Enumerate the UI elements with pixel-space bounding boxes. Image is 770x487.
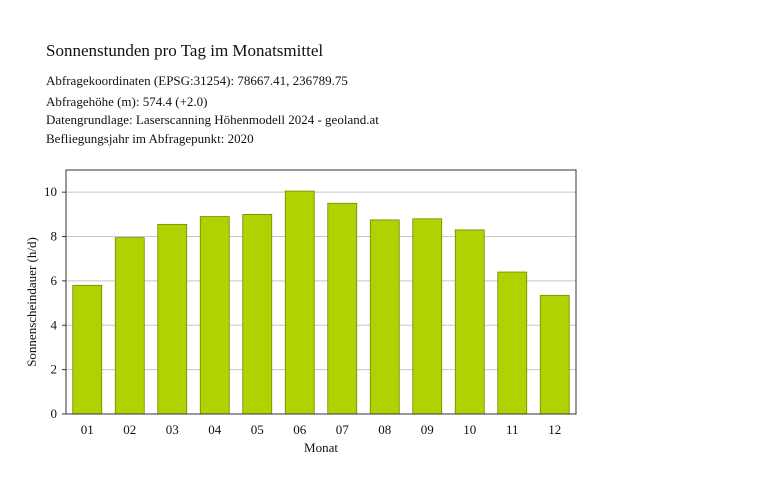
bar-08 [369,219,400,415]
x-tick-label: 05 [251,422,264,437]
bar-05 [242,213,273,415]
y-tick-label: 0 [51,406,58,421]
bar-03 [157,223,188,415]
chart-title: Sonnenstunden pro Tag im Monatsmittel [46,41,324,60]
info-coordinates: Abfragekoordinaten (EPSG:31254): 78667.4… [46,73,348,88]
x-tick-labels: 01 02 03 04 05 06 07 08 09 10 11 12 [81,422,562,437]
bar-07 [327,202,358,415]
bar-06 [284,190,315,415]
x-axis-label: Monat [304,440,338,455]
bar-12 [539,294,570,415]
x-tick-label: 10 [463,422,476,437]
x-tick-label: 06 [293,422,307,437]
y-tick-label: 6 [51,273,58,288]
bar-09 [412,218,443,415]
bar-11 [497,271,528,415]
y-tick-label: 8 [51,229,58,244]
x-tick-label: 02 [123,422,136,437]
y-tick-labels: 0 2 4 6 8 10 [44,184,66,421]
x-tick-label: 09 [421,422,434,437]
bar-04 [199,216,230,415]
y-tick-label: 4 [51,317,58,332]
x-tick-label: 07 [336,422,350,437]
y-axis-label: Sonnenscheindauer (h/d) [24,237,39,367]
bar-01 [72,284,103,415]
x-tick-label: 11 [506,422,519,437]
x-tick-label: 01 [81,422,94,437]
bar-02 [114,237,145,415]
x-tick-label: 12 [548,422,561,437]
info-flight-year: Befliegungsjahr im Abfragepunkt: 2020 [46,131,254,146]
plot-frame [65,169,577,415]
x-tick-label: 08 [378,422,391,437]
bar-10 [454,229,485,415]
info-data-source: Datengrundlage: Laserscanning Höhenmodel… [46,112,379,127]
y-tick-label: 2 [51,362,58,377]
x-tick-label: 04 [208,422,222,437]
info-height: Abfragehöhe (m): 574.4 (+2.0) [46,94,208,109]
bar-series [72,190,570,415]
x-tick-label: 03 [166,422,179,437]
y-tick-label: 10 [44,184,57,199]
